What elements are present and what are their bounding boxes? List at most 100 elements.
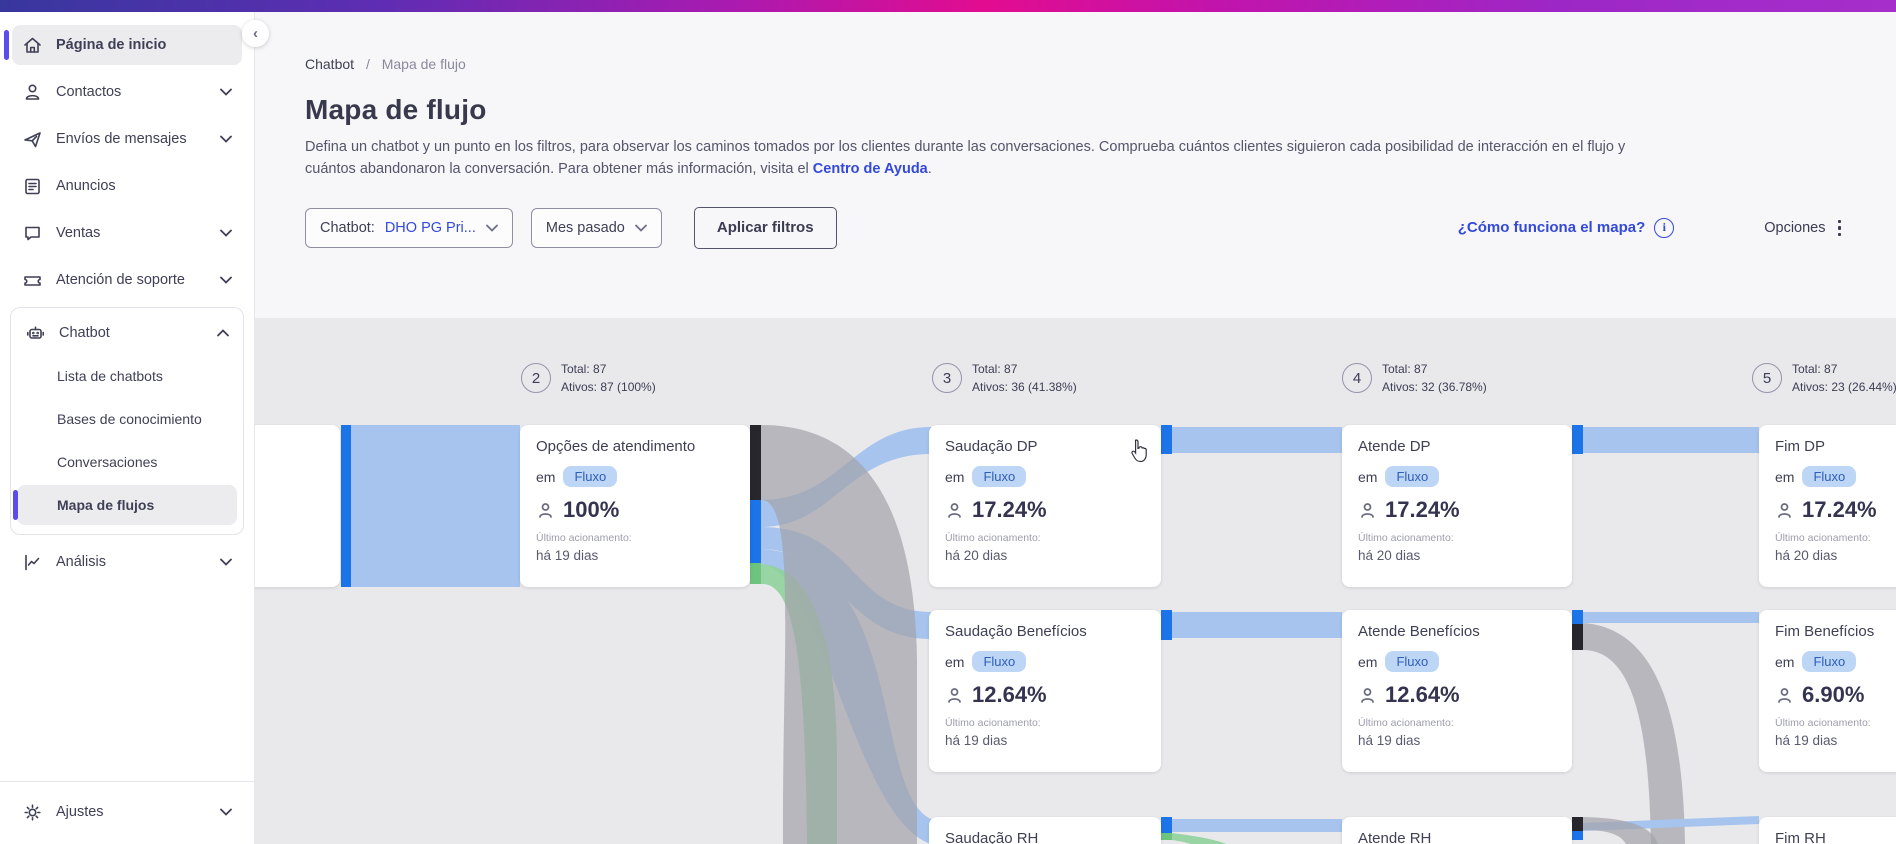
node-ben-2-blue (1572, 610, 1583, 624)
flow-card-saudacao-dp[interactable]: Saudação DP em Fluxo 17.24% Último aciona… (929, 425, 1161, 587)
last-trigger-label: Último acionamento: (1358, 532, 1454, 544)
ribbon-dp-2 (1583, 427, 1759, 453)
sidebar-chatbot-group: Chatbot Lista de chatbots Bases de conoc… (10, 307, 244, 535)
brand-gradient-bar (0, 0, 1896, 12)
flow-card-atende-beneficios[interactable]: Atende Benefícios em Fluxo 12.64% Último … (1342, 610, 1572, 772)
flow-card-percent: 100% (563, 497, 620, 522)
chevron-down-icon (634, 224, 647, 232)
person-icon (948, 502, 961, 518)
breadcrumb-chatbot[interactable]: Chatbot (305, 56, 355, 72)
sidebar-item-pagina-de-inicio[interactable]: Página de inicio (4, 25, 242, 65)
flow-card-title: Saudação Benefícios (945, 623, 1087, 640)
sidebar-item-contactos[interactable]: Contactos (12, 72, 242, 112)
sidebar-item-ajustes[interactable]: Ajustes (12, 792, 242, 832)
breadcrumb-current: Mapa de flujo (381, 56, 466, 72)
flow-card-title: Saudação RH (945, 830, 1039, 844)
sidebar-item-analisis[interactable]: Análisis (12, 542, 242, 582)
green-rh-curve (1172, 833, 1227, 844)
description-period: . (927, 161, 932, 178)
tag-prefix: em (1775, 653, 1795, 670)
help-center-link[interactable]: Centro de Ayuda (812, 161, 928, 178)
sidebar-item-label: Página de inicio (56, 37, 167, 53)
sidebar-collapse-button[interactable]: ‹ (242, 20, 269, 47)
sidebar-item-envios-de-mensajes[interactable]: Envíos de mensajes (12, 119, 242, 159)
sidebar-item-conversaciones[interactable]: Conversaciones (17, 442, 237, 482)
chevron-down-icon (220, 135, 232, 143)
step-number: 3 (932, 363, 962, 393)
chevron-up-icon (217, 329, 229, 337)
sidebar-item-bases-de-conocimiento[interactable]: Bases de conocimiento (17, 399, 237, 439)
sidebar-item-label: Contactos (56, 84, 122, 100)
flow-card-percent: 12.64% (1385, 682, 1460, 707)
flow-card-fim-beneficios[interactable]: Fim Benefícios em Fluxo 6.90% Último acio… (1759, 610, 1896, 772)
page-title: Mapa de flujo (305, 94, 487, 125)
person-icon (948, 687, 961, 703)
sidebar-footer: Ajustes (0, 781, 254, 844)
last-trigger-value: há 19 dias (945, 733, 1008, 748)
page-header: Chatbot / Mapa de flujo Mapa de flujo De… (255, 12, 1896, 318)
how-map-works-link[interactable]: ¿Cómo funciona el mapa? i (1458, 217, 1675, 238)
sidebar-item-anuncios[interactable]: Anuncios (12, 166, 242, 206)
column-active: Ativos: 87 (100%) (561, 380, 656, 394)
fluxo-chip: Fluxo (972, 651, 1027, 672)
person-icon (539, 502, 552, 518)
flow-card-fim-dp[interactable]: Fim DP em Fluxo 17.24% Último acionamento… (1759, 425, 1896, 587)
flow-card-saudacao-beneficios[interactable]: Saudação Benefícios em Fluxo 12.64% Últim… (929, 610, 1161, 772)
fluxo-chip: Fluxo (1802, 651, 1857, 672)
chatbot-select[interactable]: Chatbot: DHO PG Pri... (305, 207, 513, 248)
flow-card-partial[interactable] (255, 425, 340, 587)
column-total: Total: 87 (1792, 362, 1838, 376)
last-trigger-label: Último acionamento: (1775, 532, 1871, 544)
step-number: 4 (1342, 363, 1372, 393)
ribbon-ben-2 (1583, 612, 1759, 623)
tag-prefix: em (1358, 468, 1378, 485)
fluxo-chip: Fluxo (563, 466, 618, 487)
sidebar-item-lista-de-chatbots[interactable]: Lista de chatbots (17, 356, 237, 396)
options-label: Opciones (1764, 219, 1826, 236)
last-trigger-value: há 20 dias (1358, 548, 1421, 563)
flow-card-opcoes-de-atendimento[interactable]: Opções de atendimento em Fluxo 100% Últim… (520, 425, 750, 587)
breadcrumb: Chatbot / Mapa de flujo (305, 56, 1841, 72)
flow-map-canvas[interactable]: 2 Total: 87 Ativos: 87 (100%) 3 Total: 87… (255, 318, 1896, 844)
apply-filters-button[interactable]: Aplicar filtros (693, 206, 837, 249)
flow-card-atende-dp[interactable]: Atende DP em Fluxo 17.24% Último acioname… (1342, 425, 1572, 587)
options-menu[interactable]: Opciones (1764, 219, 1841, 237)
person-icon (1361, 687, 1374, 703)
flow-card-percent: 17.24% (1385, 497, 1460, 522)
column-header-3: 3 Total: 87 Ativos: 36 (41.38%) (932, 360, 1077, 396)
sidebar-item-atencion-de-soporte[interactable]: Atención de soporte (12, 260, 242, 300)
send-icon (24, 131, 41, 147)
last-trigger-label: Último acionamento: (1358, 717, 1454, 729)
chevron-down-icon (220, 808, 232, 816)
tag-prefix: em (945, 653, 965, 670)
flow-card-title: Fim RH (1775, 830, 1826, 844)
mouse-cursor-hand (1131, 439, 1147, 463)
tag-prefix: em (945, 468, 965, 485)
kebab-menu-icon (1837, 219, 1841, 237)
gray-ben-dropoff (1583, 623, 1685, 844)
sidebar-item-mapa-de-flujos[interactable]: Mapa de flujos (13, 485, 237, 525)
sidebar-item-label: Análisis (56, 554, 106, 570)
ticket-icon (24, 275, 41, 286)
main-content: Chatbot / Mapa de flujo Mapa de flujo De… (255, 12, 1896, 844)
last-trigger-label: Último acionamento: (945, 532, 1041, 544)
period-select[interactable]: Mes pasado (530, 207, 662, 248)
step-number: 5 (1752, 363, 1782, 393)
last-trigger-label: Último acionamento: (536, 532, 632, 544)
chat-bubble-icon (25, 226, 40, 240)
contacts-icon (25, 83, 40, 100)
node-ben-1 (1161, 610, 1172, 640)
fluxo-chip: Fluxo (1385, 466, 1440, 487)
fluxo-chip: Fluxo (1802, 466, 1857, 487)
person-icon (1778, 687, 1791, 703)
page-description: Defina un chatbot y un punto en los filt… (305, 136, 1660, 181)
sidebar-item-ventas[interactable]: Ventas (12, 213, 242, 253)
home-icon (24, 37, 41, 53)
chevron-down-icon (485, 224, 498, 232)
column-active: Ativos: 32 (36.78%) (1382, 380, 1487, 394)
sidebar-item-chatbot[interactable]: Chatbot (15, 313, 239, 353)
column-header-4: 4 Total: 87 Ativos: 32 (36.78%) (1342, 360, 1487, 396)
